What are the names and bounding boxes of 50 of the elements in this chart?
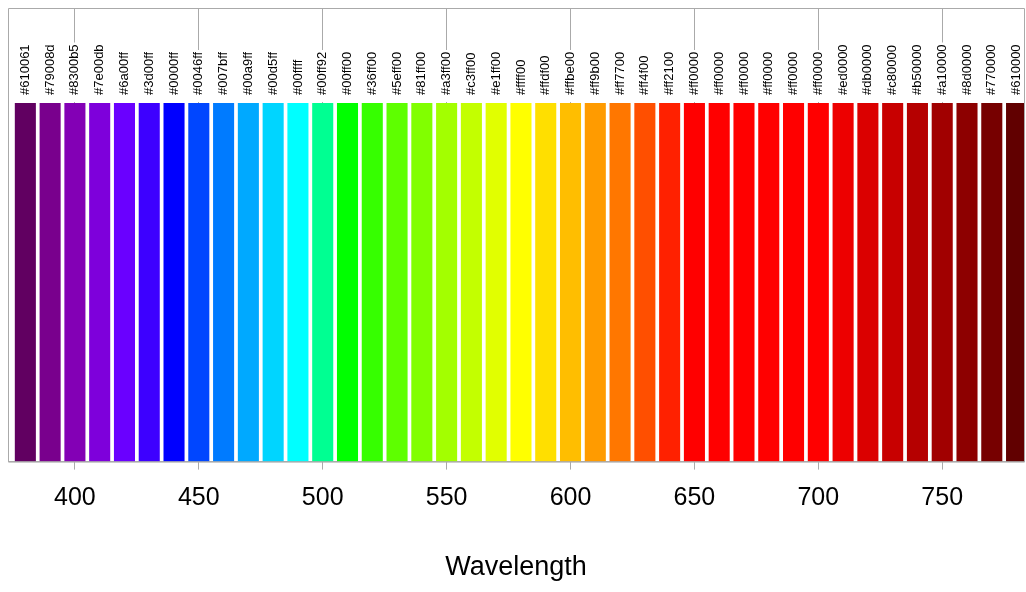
annotation: #00ff92 (314, 51, 330, 96)
annotation: #00ffff (289, 59, 305, 96)
x-tick-label: 650 (673, 482, 716, 511)
annotation: #ffbe00 (562, 51, 578, 96)
annotation: #ffff00 (512, 59, 528, 96)
x-tick-label: 450 (177, 482, 220, 511)
annotation: #ff7700 (611, 51, 627, 96)
annotation: #a10000 (933, 44, 949, 96)
annotation: #00a9ff (239, 51, 255, 96)
annotation: #ff9b00 (586, 51, 602, 96)
annotation: #ff2100 (661, 51, 677, 96)
annotation: #ff0000 (710, 51, 726, 96)
annotation: #00ff00 (339, 51, 355, 96)
annotation: #610000 (1008, 44, 1024, 96)
annotation: #81ff00 (413, 51, 429, 96)
annotation: #007bff (215, 51, 231, 96)
annotation: #ed0000 (834, 44, 850, 96)
annotation: #770000 (983, 44, 999, 96)
annotation: #610061 (16, 44, 32, 96)
annotation: #c3ff00 (462, 52, 478, 96)
annotation: #ff0000 (686, 51, 701, 96)
annotation: #79008d (41, 44, 57, 96)
x-tick-label: 750 (921, 482, 964, 511)
annotation: #ffdf00 (537, 55, 553, 96)
annotation: #5eff00 (388, 51, 404, 96)
annotation: #36ff00 (363, 51, 379, 96)
x-axis-title: Wavelength (445, 551, 587, 582)
annotation: #c80000 (884, 45, 900, 96)
annotation: #8300b5 (66, 44, 82, 96)
annotation: #a3ff00 (438, 51, 454, 96)
annotation: #8d0000 (958, 44, 974, 96)
annotation: #3d00ff (140, 51, 156, 96)
annotation: #b50000 (909, 44, 925, 96)
annotation: #7e00db (91, 44, 107, 96)
annotation: #ff0000 (760, 51, 776, 96)
x-tick-label: 400 (54, 482, 96, 511)
x-tick-label: 600 (549, 482, 592, 511)
annotation: #0046ff (190, 51, 206, 96)
annotation: #00d5ff (264, 51, 280, 96)
x-tick-label: 500 (301, 482, 344, 511)
x-tick-label: 550 (425, 482, 468, 511)
annotation: #db0000 (859, 44, 875, 96)
annotation: #ff0000 (785, 51, 801, 96)
annotation: #0000ff (165, 51, 181, 96)
annotation: #ff0000 (809, 51, 825, 96)
annotation: #ff0000 (735, 51, 751, 96)
annotation: #6a00ff (116, 51, 132, 96)
annotation: #ff4f00 (636, 55, 652, 96)
x-tick-label: 700 (797, 482, 840, 511)
annotation: #e1ff00 (487, 51, 503, 96)
